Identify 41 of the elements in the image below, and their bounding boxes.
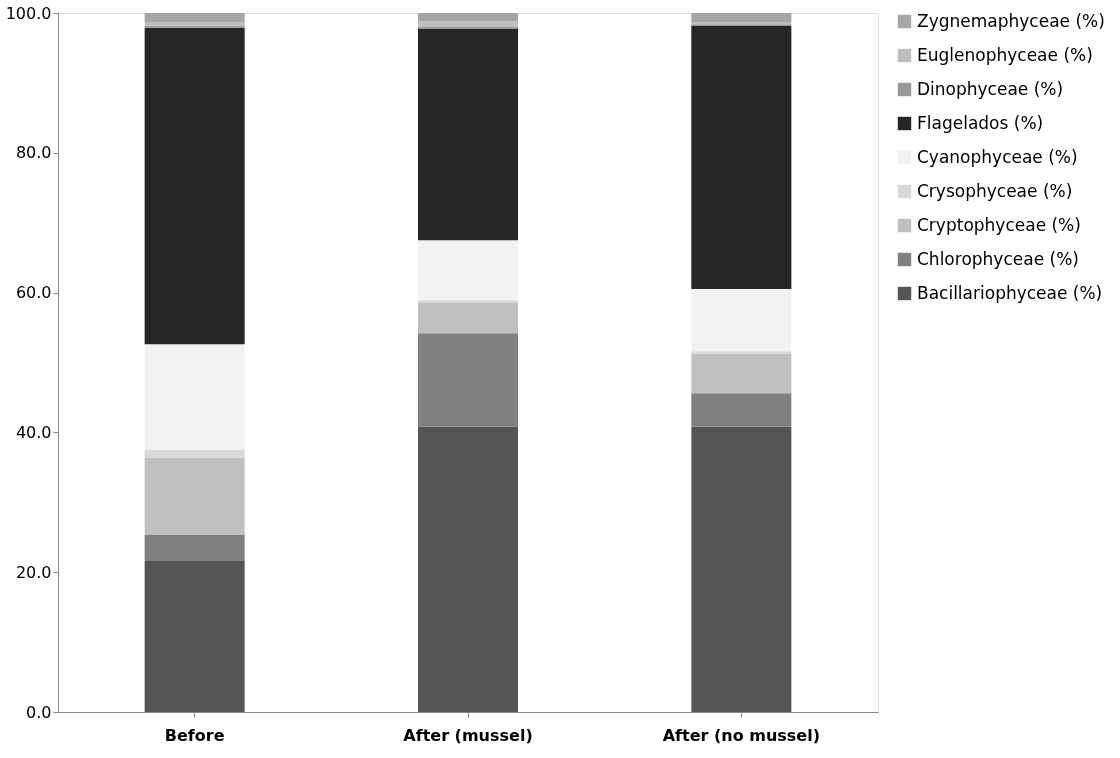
bar [144, 13, 245, 23]
bar [691, 353, 792, 394]
y-tick-label: 60.0 [15, 283, 52, 303]
legend-label: Zygnemaphyceae (%) [917, 10, 1105, 31]
bar [418, 426, 518, 712]
bar [144, 457, 245, 535]
y-tick-label: 0.0 [26, 702, 52, 722]
bar [418, 333, 518, 427]
legend-label: Flagelados (%) [917, 112, 1044, 133]
bar [144, 27, 245, 345]
bar [418, 21, 518, 27]
x-tick-label: After (mussel) [403, 725, 533, 745]
bar [418, 29, 518, 241]
x-tick-label: After (no mussel) [662, 725, 820, 745]
x-tick-label: Before [164, 725, 225, 745]
bar [691, 393, 792, 427]
bar [691, 13, 792, 23]
y-tick-label: 20.0 [15, 562, 52, 582]
legend-label: Euglenophyceae (%) [917, 44, 1093, 65]
bar [418, 302, 518, 334]
bar [691, 25, 792, 290]
y-tick-label: 100.0 [5, 3, 52, 23]
legend-label: Cryptophyceae (%) [917, 214, 1081, 235]
legend-label: Crysophyceae (%) [917, 180, 1073, 201]
bar [418, 240, 518, 301]
y-tick-label: 80.0 [15, 143, 52, 163]
y-tick-label: 40.0 [15, 422, 52, 442]
legend-label: Cyanophyceae (%) [917, 146, 1078, 167]
bar [691, 351, 792, 354]
bar [144, 561, 245, 712]
bar [418, 26, 518, 30]
bar [144, 344, 245, 450]
bar [144, 449, 245, 458]
bar [144, 534, 245, 562]
bar [418, 13, 518, 22]
bar [691, 426, 792, 712]
legend-label: Bacillariophyceae (%) [917, 282, 1103, 303]
legend-label: Chlorophyceae (%) [917, 248, 1079, 269]
legend-label: Dinophyceae (%) [917, 78, 1064, 99]
bar [691, 289, 792, 352]
bar [418, 300, 518, 303]
